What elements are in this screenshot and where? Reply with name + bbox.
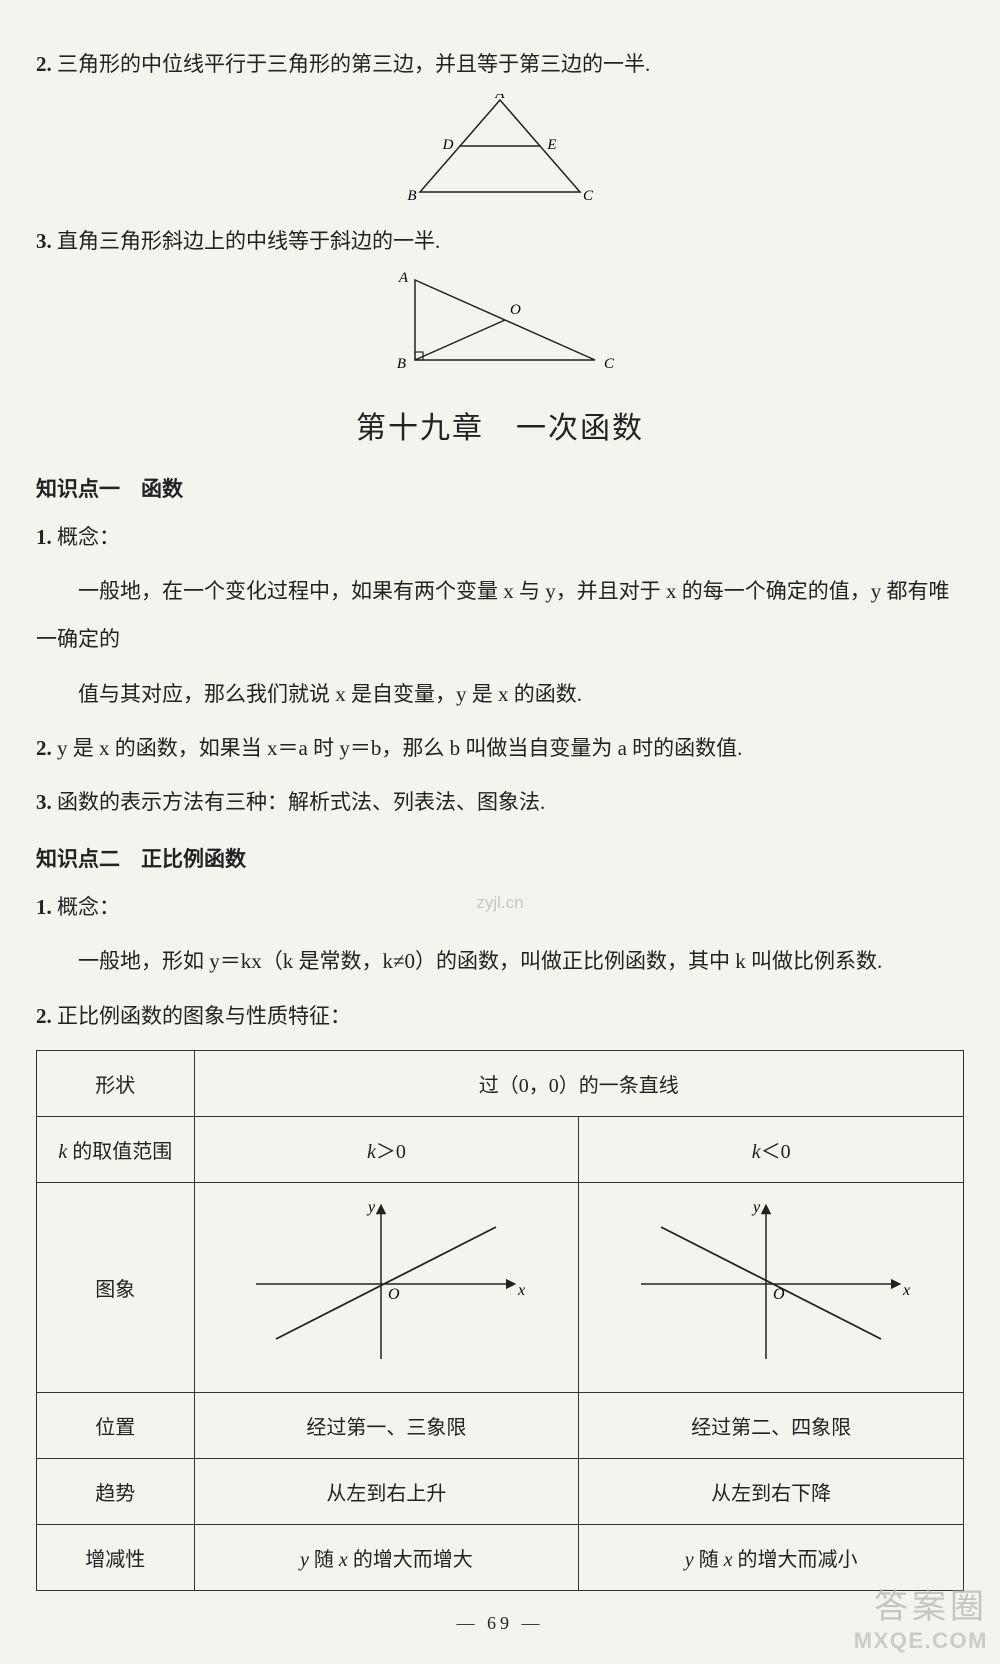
cell-graph-pos: x y O xyxy=(194,1182,579,1392)
axis-x: x xyxy=(517,1282,525,1299)
cell-position-pos: 经过第一、三象限 xyxy=(194,1392,579,1458)
label-C: C xyxy=(604,356,615,372)
proportional-table: 形状 过（0，0）的一条直线 k k 的取值范围的取值范围 k＞0 k＜0 图象… xyxy=(36,1050,964,1591)
item-2-text: 三角形的中位线平行于三角形的第三边，并且等于第三边的一半. xyxy=(57,52,650,76)
cell-mono-pos: y 随 x 的增大而增大 xyxy=(194,1524,579,1590)
table-row-position: 位置 经过第一、三象限 经过第二、四象限 xyxy=(37,1392,964,1458)
table-row-trend: 趋势 从左到右上升 从左到右下降 xyxy=(37,1458,964,1524)
kp2-item1-num: 1. xyxy=(36,895,52,919)
kp1-item2: 2. y 是 x 的函数，如果当 x＝a 时 y＝b，那么 b 叫做当自变量为 … xyxy=(36,724,964,772)
cell-graph-neg: x y O xyxy=(579,1182,964,1392)
origin: O xyxy=(773,1286,785,1303)
watermark-right-line1: 答案圈 xyxy=(854,1579,988,1628)
table-row-mono: 增减性 y 随 x 的增大而增大 y 随 x 的增大而减小 xyxy=(37,1524,964,1590)
axis-y: y xyxy=(366,1199,376,1216)
page-number: — 69 — xyxy=(36,1613,964,1634)
kp2-heading: 知识点二 正比例函数 xyxy=(36,835,964,883)
kp1-item1-label: 概念： xyxy=(57,525,120,549)
cell-shape-value: 过（0，0）的一条直线 xyxy=(194,1050,963,1116)
cell-trend-label: 趋势 xyxy=(37,1458,195,1524)
kp1-item3: 3. 函数的表示方法有三种：解析式法、列表法、图象法. xyxy=(36,778,964,826)
kp1-item3-num: 3. xyxy=(36,790,52,814)
kp1-item3-text: 函数的表示方法有三种：解析式法、列表法、图象法. xyxy=(57,790,545,814)
label-D: D xyxy=(442,137,454,153)
kp2-item2-text: 正比例函数的图象与性质特征： xyxy=(57,1004,351,1028)
item-3: 3. 直角三角形斜边上的中线等于斜边的一半. xyxy=(36,217,964,265)
table-row-shape: 形状 过（0，0）的一条直线 xyxy=(37,1050,964,1116)
item-3-num: 3. xyxy=(36,229,52,253)
cell-trend-pos: 从左到右上升 xyxy=(194,1458,579,1524)
kp2-item2: 2. 正比例函数的图象与性质特征： xyxy=(36,992,964,1040)
watermark-right-line2: MXQE.COM xyxy=(854,1628,988,1654)
label-B: B xyxy=(407,188,416,204)
kp1-item2-text: y 是 x 的函数，如果当 x＝a 时 y＝b，那么 b 叫做当自变量为 a 时… xyxy=(57,736,742,760)
item-2-num: 2. xyxy=(36,52,52,76)
cell-trend-neg: 从左到右下降 xyxy=(579,1458,964,1524)
cell-position-neg: 经过第二、四象限 xyxy=(579,1392,964,1458)
kp1-item1-line1: 一般地，在一个变化过程中，如果有两个变量 x 与 y，并且对于 x 的每一个确定… xyxy=(36,567,964,664)
label-C: C xyxy=(583,188,594,204)
kp2-item1-body: 一般地，形如 y＝kx（k 是常数，k≠0）的函数，叫做正比例函数，其中 k 叫… xyxy=(36,937,964,985)
watermark-zyjl: zyjl.cn xyxy=(476,883,523,922)
axis-y: y xyxy=(751,1199,761,1216)
kp1-item2-num: 2. xyxy=(36,736,52,760)
cell-krange-label: k k 的取值范围的取值范围 xyxy=(37,1116,195,1182)
kp2-item2-num: 2. xyxy=(36,1004,52,1028)
label-A: A xyxy=(494,94,505,102)
figure-midsegment: A B C D E xyxy=(36,94,964,209)
kp1-item1-head: 1. 概念： xyxy=(36,513,964,561)
kp1-item1-line2: 值与其对应，那么我们就说 x 是自变量，y 是 x 的函数. xyxy=(36,670,964,718)
label-E: E xyxy=(546,137,556,153)
table-row-krange: k k 的取值范围的取值范围 k＞0 k＜0 xyxy=(37,1116,964,1182)
label-A: A xyxy=(398,272,409,286)
kp2-item1-label: 概念： xyxy=(57,895,120,919)
label-O: O xyxy=(510,302,521,318)
cell-position-label: 位置 xyxy=(37,1392,195,1458)
kp1-heading: 知识点一 函数 xyxy=(36,465,964,513)
cell-shape-label: 形状 xyxy=(37,1050,195,1116)
cell-graph-label: 图象 xyxy=(37,1182,195,1392)
table-row-graph: 图象 x y O xyxy=(37,1182,964,1392)
axis-x: x xyxy=(902,1282,910,1299)
kp1-item1-num: 1. xyxy=(36,525,52,549)
chapter-title: 第十九章 一次函数 xyxy=(36,403,964,447)
cell-kpos: k＞0 xyxy=(194,1116,579,1182)
origin: O xyxy=(388,1286,400,1303)
cell-kneg: k＜0 xyxy=(579,1116,964,1182)
kp2-item1-head: 1. 概念： zyjl.cn xyxy=(36,883,964,931)
item-2: 2. 三角形的中位线平行于三角形的第三边，并且等于第三边的一半. xyxy=(36,40,964,88)
cell-mono-label: 增减性 xyxy=(37,1524,195,1590)
item-3-text: 直角三角形斜边上的中线等于斜边的一半. xyxy=(57,229,440,253)
figure-right-triangle: A B C O xyxy=(36,272,964,377)
watermark-right: 答案圈 MXQE.COM xyxy=(854,1579,988,1654)
label-B: B xyxy=(397,356,406,372)
